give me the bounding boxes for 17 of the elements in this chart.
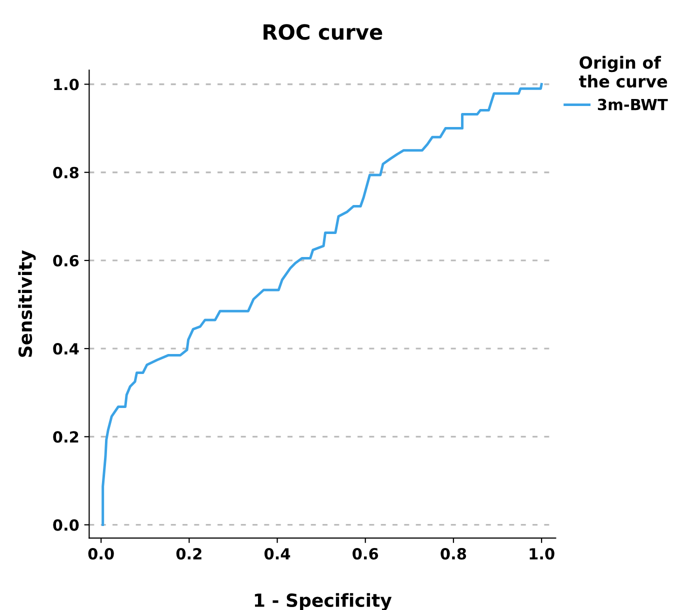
chart-title: ROC curve: [264, 24, 382, 40]
x-tick-label: 0.4: [264, 548, 290, 560]
line-series: [102, 83, 543, 526]
x-tick-label: 0.6: [352, 548, 378, 560]
x-tick-label: 0.8: [440, 548, 466, 560]
y-axis-title: Sensitivity: [18, 250, 36, 357]
y-tick-label: 1.0: [54, 78, 79, 90]
legend-label: 3m-BWT: [598, 98, 668, 110]
y-tick-label: 0.8: [53, 166, 79, 178]
y-tick-label: 0.4: [53, 343, 79, 355]
y-tick-label: 0.0: [53, 519, 79, 531]
x-tick-label: 0.2: [176, 548, 202, 560]
y-tick-label: 0.2: [53, 431, 78, 443]
y-tick-label: 0.6: [53, 254, 79, 266]
x-tick-label: 0.0: [88, 548, 114, 560]
x-tick-label: 1.0: [530, 548, 554, 560]
legend-title: Origin of the curve: [579, 56, 668, 88]
